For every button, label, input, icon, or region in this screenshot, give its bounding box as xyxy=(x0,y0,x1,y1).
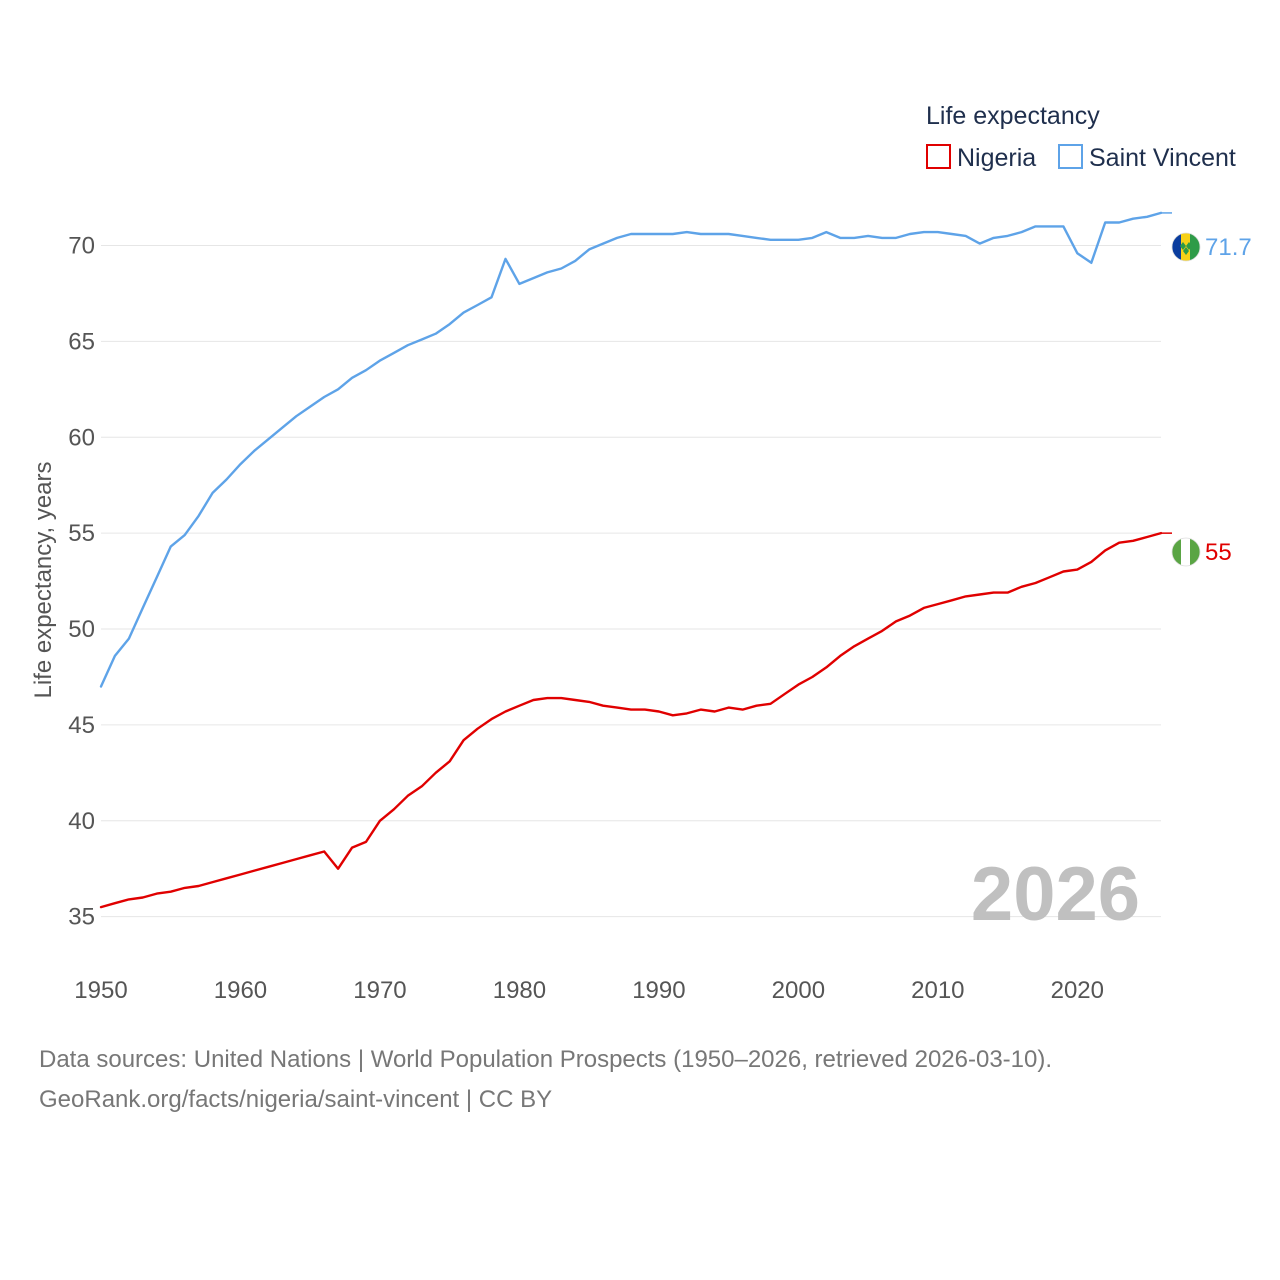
legend-label-saint-vincent: Saint Vincent xyxy=(1089,144,1236,172)
saint-vincent-end-label: 71.7 xyxy=(1205,234,1252,261)
legend-title: Life expectancy xyxy=(926,102,1100,130)
y-tick-label: 70 xyxy=(68,233,95,260)
y-axis-title: Life expectancy, years xyxy=(30,461,57,698)
y-tick-label: 50 xyxy=(68,616,95,643)
life-expectancy-chart: Life expectancy Nigeria Saint Vincent 35… xyxy=(30,102,1252,1004)
gridlines xyxy=(101,245,1161,918)
x-axis-ticks: 1950 1960 1970 1980 1990 2000 2010 2020 xyxy=(74,977,1104,1004)
legend-label-nigeria: Nigeria xyxy=(957,144,1036,172)
series-line-saint-vincent xyxy=(99,211,1163,688)
series-lines xyxy=(99,211,1172,909)
y-tick-label: 35 xyxy=(68,904,95,931)
x-tick-label: 1960 xyxy=(214,977,267,1004)
nigeria-flag-icon xyxy=(1172,538,1200,566)
nigeria-end-label: 55 xyxy=(1205,539,1232,566)
saint-vincent-flag-icon xyxy=(1172,233,1200,261)
legend-swatch-nigeria xyxy=(926,144,951,169)
x-tick-label: 2000 xyxy=(772,977,825,1004)
series-line-nigeria xyxy=(99,531,1163,909)
y-axis-ticks: 35 40 45 50 55 60 65 70 xyxy=(68,233,95,931)
legend-item-saint-vincent[interactable]: Saint Vincent xyxy=(1058,144,1236,172)
x-tick-label: 1950 xyxy=(74,977,127,1004)
y-tick-label: 60 xyxy=(68,424,95,451)
y-tick-label: 45 xyxy=(68,712,95,739)
legend-item-nigeria[interactable]: Nigeria xyxy=(926,144,1036,172)
y-tick-label: 55 xyxy=(68,520,95,547)
source-line-2: GeoRank.org/facts/nigeria/saint-vincent … xyxy=(39,1086,553,1113)
y-tick-label: 65 xyxy=(68,328,95,355)
x-tick-label: 1980 xyxy=(493,977,546,1004)
source-line-1: Data sources: United Nations | World Pop… xyxy=(39,1046,1053,1073)
y-tick-label: 40 xyxy=(68,808,95,835)
source-note: Data sources: United Nations | World Pop… xyxy=(39,1040,1239,1120)
legend-swatch-saint-vincent xyxy=(1058,144,1083,169)
x-tick-label: 2020 xyxy=(1051,977,1104,1004)
x-tick-label: 1990 xyxy=(632,977,685,1004)
x-tick-label: 1970 xyxy=(353,977,406,1004)
year-watermark: 2026 xyxy=(971,852,1140,937)
x-tick-label: 2010 xyxy=(911,977,964,1004)
